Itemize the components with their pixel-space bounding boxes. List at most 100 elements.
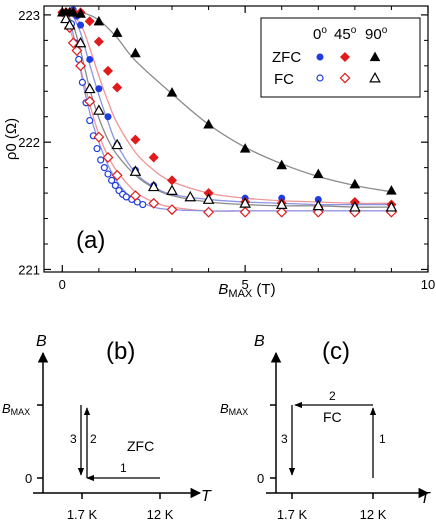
fit-curve-1 <box>69 14 392 205</box>
data-point-s5-12 <box>275 198 288 209</box>
data-point-s4-8 <box>129 190 141 202</box>
c-path-2-label: 2 <box>329 389 336 403</box>
panel-label-c: (c) <box>322 338 350 365</box>
y-tick-label: 221 <box>18 262 40 277</box>
axis-ticks: 0 5 10 221 222 223 <box>18 6 435 292</box>
data-point-s4-2 <box>71 45 83 56</box>
legend-row-fc: FC <box>274 71 294 88</box>
data-point-s2-4 <box>75 8 86 18</box>
b-y-axis-label: B <box>36 333 47 350</box>
data-point-s4-10 <box>166 204 178 216</box>
data-point-s5-6 <box>129 165 142 176</box>
x-axis-label-main: B <box>218 281 228 298</box>
x-tick-label: 5 <box>242 277 249 292</box>
legend-marker-s1 <box>339 51 351 63</box>
legend-marker-s4 <box>339 72 351 84</box>
data-point-s5-7 <box>147 180 160 192</box>
data-point-s5-5 <box>111 138 123 150</box>
legend-header-2: 90o <box>365 25 388 43</box>
c-zero-label: 0 <box>257 471 264 486</box>
panel-c: B T BMAX 0 1.7 K 12 K (c) FC 1 2 3 <box>220 333 431 522</box>
x-axis-label-sub: MAX <box>228 288 253 300</box>
data-point-s5-10 <box>202 193 215 204</box>
legend-header-2-value: 90 <box>365 26 382 43</box>
data-point-s5-2 <box>74 36 87 48</box>
data-point-s1-10 <box>148 152 159 163</box>
data-point-s4-3 <box>75 60 87 72</box>
x-axis-label-unit: (T) <box>252 281 275 298</box>
panel-label-a: (a) <box>76 227 105 254</box>
data-point-s4-13 <box>276 206 288 218</box>
x-axis-label: BMAX (T) <box>218 281 275 300</box>
legend-header-1-value: 45 <box>334 26 351 43</box>
data-point-s0-8 <box>77 21 85 29</box>
c-path-3-label: 3 <box>281 432 288 446</box>
b-bmax-main: B <box>2 401 11 416</box>
data-point-s2-8 <box>166 87 178 97</box>
x-tick-label: 10 <box>421 277 435 292</box>
legend-marker-s5 <box>369 71 381 83</box>
data-point-s3-18 <box>139 200 147 209</box>
b-path-3-label: 3 <box>70 432 77 446</box>
b-path-1-label: 1 <box>120 461 127 475</box>
legend-header-0-value: 0 <box>313 26 321 43</box>
legend-header-0: 0o <box>313 25 327 43</box>
data-point-s2-12 <box>312 168 324 179</box>
data-point-s3-9 <box>100 164 108 172</box>
data-point-s1-9 <box>130 134 141 145</box>
panel-label-b: (b) <box>106 338 135 365</box>
c-tick-label-1p7k: 1.7 K <box>277 507 308 522</box>
data-point-s5-4 <box>93 104 105 115</box>
data-point-s4-6 <box>102 152 114 163</box>
data-point-s0-9 <box>86 55 94 63</box>
c-bmax-label: BMAX <box>220 401 248 417</box>
data-point-s2-5 <box>93 15 105 26</box>
data-point-s4-4 <box>84 96 96 107</box>
data-point-s4-11 <box>203 206 215 218</box>
b-bmax-label: BMAX <box>2 401 30 417</box>
data-point-s2-14 <box>386 185 397 195</box>
c-tick-label-12k: 12 K <box>360 507 387 522</box>
c-path-1-label: 1 <box>379 432 386 446</box>
b-x-axis-label: T <box>201 488 212 505</box>
data-point-s5-8 <box>166 184 178 195</box>
b-zero-label: 0 <box>25 471 32 486</box>
legend-degree-2: o <box>382 25 388 36</box>
data-point-s4-5 <box>93 131 105 143</box>
plot-frame <box>43 5 429 273</box>
data-point-s5-0 <box>60 12 72 24</box>
data-point-s0-10 <box>95 85 103 93</box>
b-tick-label-12k: 12 K <box>147 507 174 522</box>
data-point-s5-3 <box>83 82 96 94</box>
fit-curve-3 <box>67 14 392 208</box>
legend-degree-1: o <box>351 25 357 36</box>
data-point-s4-9 <box>148 197 160 209</box>
data-point-s5-14 <box>349 201 361 212</box>
x-tick-label: 0 <box>59 277 66 292</box>
legend-row-zfc: ZFC <box>272 49 301 66</box>
data-point-s5-11 <box>239 197 251 208</box>
c-x-axis-label: T <box>420 490 431 507</box>
data-point-s2-13 <box>349 178 361 189</box>
c-mode-label: FC <box>323 409 342 425</box>
c-bmax-sub: MAX <box>229 407 249 417</box>
data-point-s3-10 <box>104 170 112 178</box>
data-point-s2-10 <box>239 143 251 153</box>
data-point-s2-11 <box>276 159 288 170</box>
data-point-s1-6 <box>93 36 104 47</box>
data-point-s2-9 <box>203 118 214 129</box>
b-mode-label: ZFC <box>127 438 154 454</box>
c-y-axis-label: B <box>254 333 265 350</box>
data-markers <box>56 6 398 218</box>
data-point-s1-8 <box>112 82 123 93</box>
data-point-s5-9 <box>184 190 197 202</box>
y-tick-label: 223 <box>18 8 40 23</box>
y-tick-label: 222 <box>18 135 40 150</box>
data-point-s1-5 <box>84 16 95 27</box>
data-point-s5-13 <box>312 199 325 211</box>
data-point-s2-3 <box>67 6 79 17</box>
data-point-s3-7 <box>93 144 101 153</box>
legend-marker-s2 <box>369 51 381 62</box>
